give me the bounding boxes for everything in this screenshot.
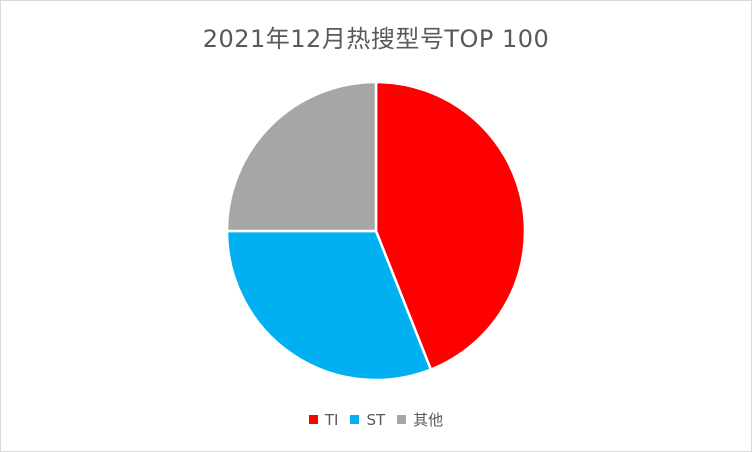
legend-label-other: 其他: [413, 411, 444, 429]
legend-label-st: ST: [366, 410, 386, 429]
legend: TI ST 其他: [1, 409, 751, 430]
pie-slice-other: [225, 80, 378, 233]
legend-item-st: ST: [350, 411, 385, 429]
chart-title: 2021年12月热搜型号TOP 100: [202, 25, 550, 53]
pie-slice-st: [225, 229, 433, 382]
legend-label-ti: TI: [324, 410, 339, 429]
legend-item-other: 其他: [397, 409, 443, 430]
legend-swatch-st: [350, 415, 360, 424]
legend-item-ti: TI: [308, 410, 339, 429]
legend-swatch-other: [397, 415, 407, 424]
pie-slice-ti: [374, 80, 527, 371]
legend-swatch-ti: [308, 415, 318, 424]
